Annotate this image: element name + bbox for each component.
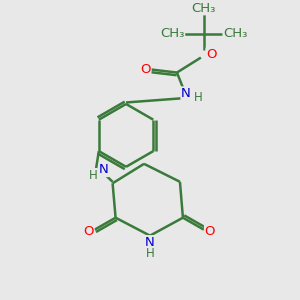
Text: CH₃: CH₃ xyxy=(192,2,216,15)
Text: O: O xyxy=(83,225,94,238)
Text: CH₃: CH₃ xyxy=(223,27,247,40)
Text: H: H xyxy=(146,247,154,260)
Text: N: N xyxy=(145,236,155,249)
Text: O: O xyxy=(205,225,215,238)
Text: H: H xyxy=(88,169,97,182)
Text: H: H xyxy=(194,92,203,104)
Text: O: O xyxy=(140,63,151,76)
Text: O: O xyxy=(206,48,217,61)
Text: N: N xyxy=(181,87,191,100)
Text: N: N xyxy=(99,164,109,176)
Text: CH₃: CH₃ xyxy=(160,27,184,40)
